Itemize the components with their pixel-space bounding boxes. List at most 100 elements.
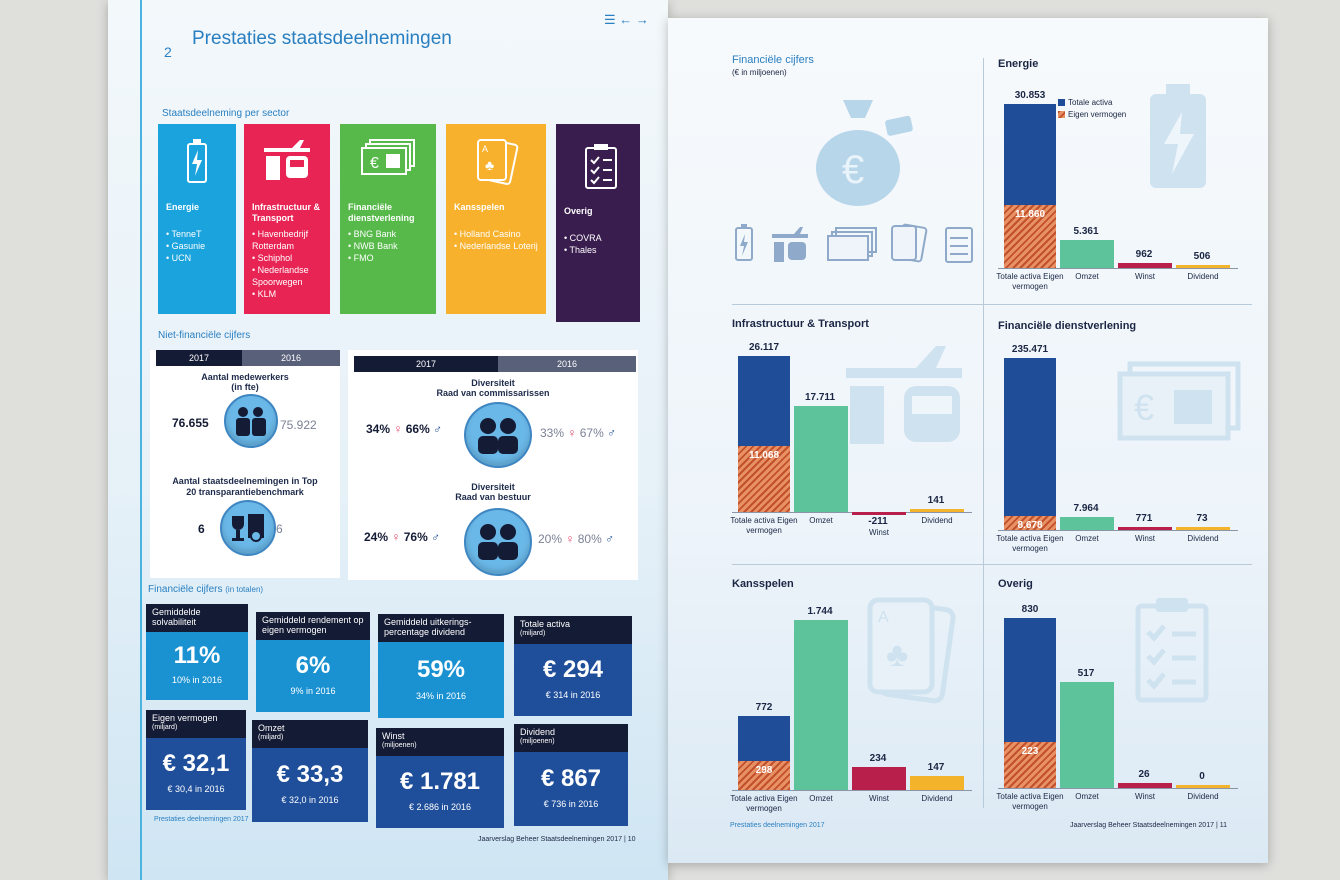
chart-value-label: 517 [1077, 668, 1095, 680]
chart-bar [1060, 239, 1114, 268]
chart-value-label: 772 [755, 702, 773, 713]
year-2016-label: 2016 [242, 350, 340, 366]
chart-value-label: 26.117 [748, 342, 780, 353]
page-number: 10 [627, 836, 636, 843]
chart-category-label: Totale activa Eigen vermogen [996, 272, 1064, 291]
rvc-male-2017: 66% [405, 422, 430, 436]
female-icon: ♀ [567, 426, 577, 440]
chart-value-label: 962 [1135, 248, 1153, 260]
chart-value-label: 141 [927, 495, 945, 506]
arrow-left-icon[interactable]: ← [619, 12, 633, 27]
list-item: Nederlandse Loterij [454, 240, 538, 252]
fin-card-sub: € 30,4 in 2016 [167, 784, 225, 794]
fin-card: Totale activa (miljard) € 294 € 314 in 20… [514, 616, 632, 716]
chart-category-label: Omzet [1075, 272, 1099, 281]
rvc-sub: Raad van commissarissen [436, 388, 550, 398]
chart-value-label: 147 [927, 761, 945, 773]
svg-text:A: A [878, 609, 889, 626]
fin-card: Omzet (miljard) € 33,3 € 32,0 in 2016 [252, 720, 368, 822]
chart-value-label: 298 [755, 765, 773, 777]
chart-value-label: 830 [1021, 604, 1039, 615]
chart-bar [1176, 785, 1230, 788]
people-icon [224, 394, 278, 448]
fin-card-head: Totale activa [520, 619, 571, 629]
fin-card-head: Gemiddelde solvabiliteit [152, 607, 201, 627]
footer-report-title: Jaarverslag Beheer Staatsdeelnemingen 20… [1070, 822, 1214, 829]
menu-icon[interactable]: ☰ [604, 12, 616, 27]
chart-bar [1118, 262, 1172, 268]
chart-bar-eigen [1004, 742, 1056, 788]
male-icon: ♂ [431, 530, 441, 544]
fin-card: Gemiddeld rendement op eigen vermogen 6%… [256, 612, 370, 712]
chart-category-label: Winst [1135, 534, 1155, 543]
cards-icon: A♣ [477, 139, 519, 185]
year-2016-label: 2016 [498, 356, 636, 372]
chart-bar [1118, 527, 1172, 530]
battery-icon [1150, 84, 1206, 188]
female-icon: ♀ [391, 530, 401, 544]
footer-right: Jaarverslag Beheer Staatsdeelnemingen 20… [1070, 822, 1227, 829]
intro-title: Financiële cijfers [732, 54, 814, 66]
money-icon [827, 227, 877, 261]
list-item: UCN [166, 252, 205, 264]
fin-card-value: € 33,3 [276, 760, 344, 788]
svg-text:€: € [842, 148, 864, 192]
svg-text:A: A [482, 144, 488, 154]
chart-value-label: 7.964 [1073, 503, 1099, 515]
rvb-sub: Raad van bestuur [455, 492, 531, 502]
rvc-male-2016: 67% [579, 426, 604, 440]
sector-heading: Staatsdeelneming per sector [162, 108, 290, 119]
chart-value-label: 73 [1196, 513, 1208, 524]
fin-heading-title: Financiële cijfers [148, 584, 223, 595]
right-page: Financiële cijfers (€ in miljoenen) € € … [668, 18, 1268, 863]
sector-title: Financiële dienstverlening [348, 202, 415, 223]
sector-title: Energie [166, 202, 200, 212]
sector-title: Infrastructuur & Transport [252, 202, 321, 223]
footer-report-title: Jaarverslag Beheer Staatsdeelnemingen 20… [478, 836, 622, 843]
chart-value-label: 0 [1199, 771, 1205, 782]
chart-value-label: 11.068 [748, 449, 780, 461]
plane-train-icon [772, 227, 808, 262]
chart-value-label: 1.744 [807, 606, 833, 617]
sector-title: Overig [564, 206, 593, 216]
board-people-icon [464, 508, 532, 576]
male-icon: ♂ [433, 422, 443, 436]
list-item: BNG Bank [348, 228, 398, 240]
fin-card-value: € 32,1 [162, 750, 230, 777]
card-employees: 2017 2016 Aantal medewerkers (in fte) 76… [150, 350, 340, 578]
rvb-male-2016: 80% [577, 532, 602, 546]
fin-card-head: Omzet [258, 723, 285, 733]
legend-swatch-activa [1058, 99, 1065, 106]
chart-category-label: Winst [1135, 272, 1155, 281]
chart-title: Infrastructuur & Transport [732, 318, 869, 330]
trophy-certificate-icon [220, 500, 276, 556]
female-icon: ♀ [565, 532, 575, 546]
sector-financiele-dienstverlening: € Financiële dienstverlening BNG BankNWB… [340, 124, 436, 314]
fin-card-head: Gemiddeld rendement op eigen vermogen [262, 615, 364, 635]
chart-value-label: 234 [869, 753, 887, 765]
chart-value-label: 771 [1135, 513, 1153, 524]
year-2017-label: 2017 [156, 350, 242, 366]
fin-card-value: 59% [416, 655, 466, 683]
employees-2017: 76.655 [172, 416, 209, 430]
rvc-female-2016: 33% [540, 426, 565, 440]
page-number: 11 [1219, 822, 1227, 829]
fin-card-value: 6% [295, 652, 331, 679]
list-item: Gasunie [166, 240, 206, 252]
chart-bar [794, 406, 848, 512]
chart-title: Overig [998, 578, 1033, 590]
chart-category-label: Omzet [809, 516, 833, 525]
battery-icon [187, 139, 207, 183]
chart-category-label: Totale activa Eigen vermogen [730, 794, 798, 813]
chart-category-label: Winst [1135, 792, 1155, 801]
fin-card-sub: € 32,0 in 2016 [281, 795, 339, 806]
checklist-icon [1135, 598, 1209, 703]
sector-icons-row [732, 222, 982, 271]
arrow-right-icon[interactable]: → [635, 12, 649, 27]
fin-card-unit: (miljard) [152, 724, 178, 731]
plane-train-icon [264, 140, 310, 180]
chart-category-label: Dividend [1187, 792, 1219, 801]
intro-sub: (€ in miljoenen) [732, 68, 787, 77]
divider-horizontal [732, 304, 1252, 305]
chart-value-label: 17.711 [804, 392, 836, 404]
